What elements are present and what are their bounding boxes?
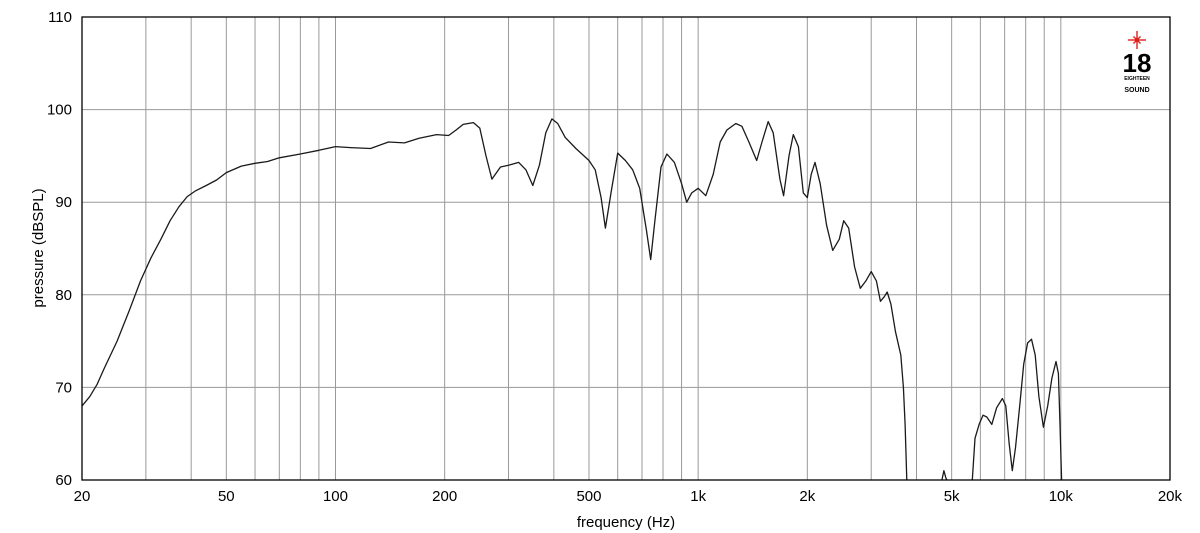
response-curve-segment [941,470,948,481]
x-tick-label: 20 [74,488,91,505]
x-tick-label: 1k [690,488,706,505]
x-tick-label: 200 [432,488,457,505]
x-tick-label: 2k [799,488,815,505]
brand-logo: 18 EIGHTEEN SOUND [1123,31,1152,94]
x-tick-label: 20k [1158,488,1183,505]
response-curve-segment [81,118,908,481]
logo-small-text: EIGHTEEN [1124,76,1150,82]
y-tick-label: 110 [48,9,72,26]
y-tick-label: 60 [55,472,72,489]
x-tick-label: 100 [323,488,348,505]
x-tick-labels: 20 50 100 200 500 1k 2k 5k 10k 20k [74,488,1183,505]
y-tick-label: 90 [55,194,72,211]
x-tick-label: 50 [218,488,235,505]
y-tick-labels: 60 70 80 90 100 110 [47,9,72,489]
response-curve-segment [971,338,1063,481]
star-icon [1128,31,1146,49]
y-tick-label: 100 [47,102,72,119]
y-tick-label: 80 [55,287,72,304]
y-tick-label: 70 [55,379,72,396]
logo-number: 18 [1123,48,1152,78]
logo-word: SOUND [1124,87,1149,94]
x-tick-label: 500 [576,488,601,505]
x-tick-label: 5k [944,488,960,505]
response-curve-group [81,118,1063,481]
y-axis-label: pressure (dBSPL) [30,188,47,307]
x-tick-label: 10k [1049,488,1074,505]
plot-frame [81,16,1171,481]
x-axis-label: frequency (Hz) [577,514,675,531]
